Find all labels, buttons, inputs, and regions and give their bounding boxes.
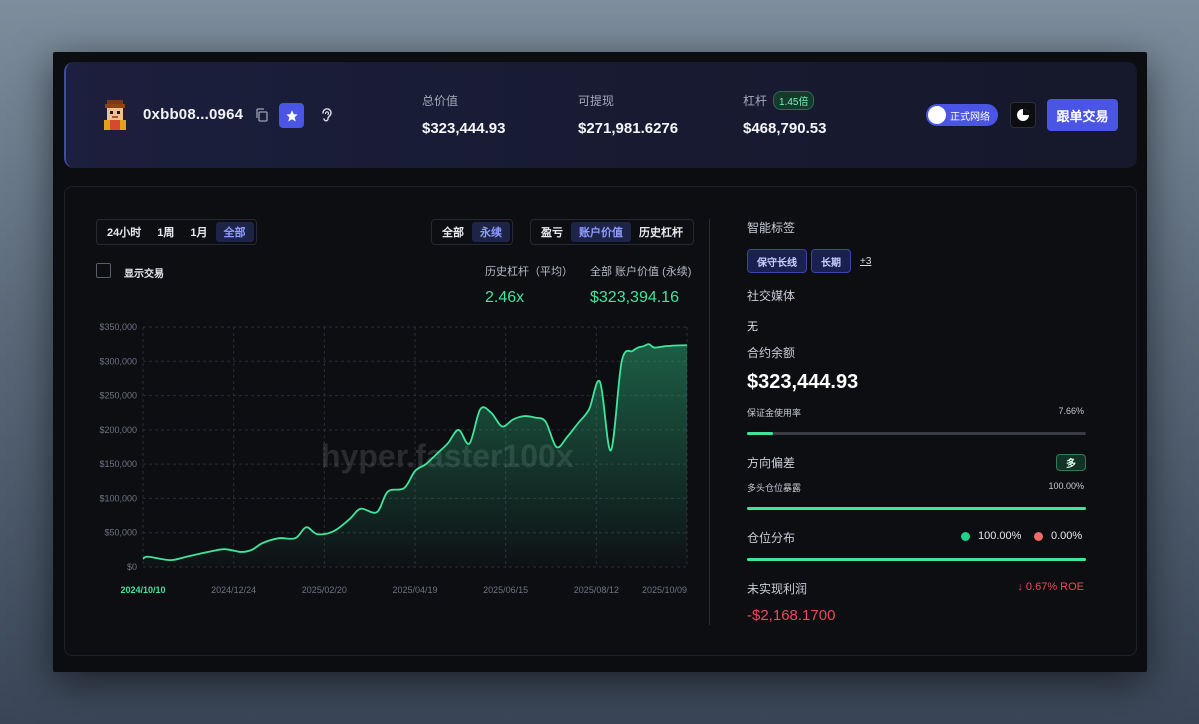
x-tick-label: 2025/04/19 <box>392 585 437 595</box>
x-tick-label: 2024/12/24 <box>211 585 256 595</box>
account-value-summary: 全部 账户价值 (永续) $323,394.16 <box>590 263 691 307</box>
long-dot-icon <box>961 531 970 541</box>
x-tick-label: 2025/10/09 <box>642 585 687 595</box>
tag-long-term[interactable]: 长期 <box>811 249 851 273</box>
star-icon <box>285 109 298 122</box>
withdrawable-label: 可提现 <box>578 93 615 108</box>
leverage-value: $468,790.53 <box>743 120 827 137</box>
y-tick-label: $350,000 <box>99 322 137 332</box>
long-exposure-label: 多头仓位暴露 <box>747 483 802 493</box>
margin-usage-value: 7.66% <box>1058 406 1084 416</box>
y-tick-label: $200,000 <box>99 425 137 435</box>
total-value-stat: 总价值 $323,444.93 <box>422 92 506 138</box>
time-range-1w[interactable]: 1周 <box>157 227 175 239</box>
network-toggle-label: 正式网络 <box>950 111 990 123</box>
copy-icon[interactable] <box>255 108 269 122</box>
total-value: $323,444.93 <box>422 120 506 137</box>
leverage-badge: 1.45倍 <box>773 90 815 110</box>
time-range-1m[interactable]: 1月 <box>190 227 208 239</box>
leverage-stat: 杠杆 1.45倍 $468,790.53 <box>743 90 827 137</box>
market-perp[interactable]: 永续 <box>472 222 510 242</box>
network-toggle[interactable]: 正式网络 <box>926 104 998 126</box>
y-tick-label: $300,000 <box>99 356 137 366</box>
balance-value: $323,444.93 <box>747 371 859 393</box>
market-all[interactable]: 全部 <box>442 227 464 239</box>
app-window: 0xbb08...0964 总价值 $323,444.93 可提现 $271,9… <box>53 52 1147 672</box>
x-tick-label: 2025/08/12 <box>574 585 619 595</box>
distribution-short-value: 0.00% <box>1051 530 1083 542</box>
more-tags-link[interactable]: +3 <box>860 256 872 267</box>
social-title: 社交媒体 <box>747 289 796 303</box>
show-trades-label: 显示交易 <box>124 269 164 280</box>
metric-account-value[interactable]: 账户价值 <box>571 222 631 242</box>
balance-title: 合约余额 <box>747 346 796 360</box>
long-exposure-bar <box>747 507 1086 510</box>
account-value-value: $323,394.16 <box>590 289 679 306</box>
y-tick-label: $100,000 <box>99 493 137 503</box>
main-panel: 24小时 1周 1月 全部 全部 永续 盈亏 账户价值 历史杠杆 显示交易 历史… <box>64 186 1137 656</box>
leverage-label-row: 杠杆 1.45倍 <box>743 90 826 110</box>
distribution-title: 仓位分布 <box>747 531 796 545</box>
unrealized-pnl-title: 未实现利润 <box>747 582 808 596</box>
pie-chart-icon <box>1017 109 1029 121</box>
avg-leverage-value: 2.46x <box>485 289 525 306</box>
account-value-area <box>143 344 687 567</box>
favorite-button[interactable] <box>279 103 304 128</box>
y-tick-label: $150,000 <box>99 459 137 469</box>
time-range-24h[interactable]: 24小时 <box>107 227 142 239</box>
long-exposure-fill <box>747 507 1086 510</box>
panel-divider <box>709 219 710 625</box>
avatar <box>104 100 126 130</box>
long-exposure-value: 100.00% <box>1048 481 1084 491</box>
y-tick-label: $50,000 <box>104 528 137 538</box>
avg-leverage-label: 历史杠杆（平均） <box>485 266 573 278</box>
social-value: 无 <box>747 321 758 333</box>
short-dot-icon <box>1034 531 1043 541</box>
account-value-chart: $350,000 $300,000 $250,000 $200,000 $150,000… <box>99 322 688 595</box>
x-tick-label: 2024/10/10 <box>120 585 165 595</box>
total-value-label: 总价值 <box>422 93 459 108</box>
x-tick-label: 2025/02/20 <box>302 585 347 595</box>
unrealized-pnl-value: -$2,168.1700 <box>747 607 836 624</box>
toggle-knob <box>928 106 946 124</box>
distribution-long-fill <box>747 558 1086 561</box>
x-tick-label: 2025/06/15 <box>483 585 528 595</box>
portfolio-chart-button[interactable] <box>1010 102 1036 128</box>
wallet-header: 0xbb08...0964 总价值 $323,444.93 可提现 $271,9… <box>64 62 1137 168</box>
distribution-long: 100.00% <box>961 530 1021 542</box>
copy-trade-button[interactable]: 跟单交易 <box>1047 99 1118 131</box>
withdrawable-stat: 可提现 $271,981.6276 <box>578 92 679 138</box>
market-type-selector: 全部 永续 <box>431 219 513 245</box>
distribution-short: 0.00% <box>1034 530 1082 542</box>
time-range-selector: 24小时 1周 1月 全部 <box>96 219 257 245</box>
metric-pnl[interactable]: 盈亏 <box>541 227 563 239</box>
metric-selector: 盈亏 账户价值 历史杠杆 <box>530 219 694 245</box>
account-value-label: 全部 账户价值 (永续) <box>590 266 692 278</box>
distribution-long-value: 100.00% <box>978 530 1022 542</box>
distribution-bar <box>747 558 1086 561</box>
smart-tags-title: 智能标签 <box>747 221 796 235</box>
margin-usage-bar <box>747 432 1086 435</box>
leverage-label: 杠杆 <box>743 93 768 108</box>
direction-badge: 多 <box>1056 454 1086 471</box>
ear-icon[interactable] <box>318 107 334 123</box>
wallet-address: 0xbb08...0964 <box>143 106 244 123</box>
margin-usage-fill <box>747 432 773 435</box>
withdrawable-value: $271,981.6276 <box>578 120 679 137</box>
show-trades-checkbox[interactable] <box>96 263 111 278</box>
time-range-all[interactable]: 全部 <box>215 222 254 242</box>
metric-leverage[interactable]: 历史杠杆 <box>639 227 683 239</box>
tag-conservative-long[interactable]: 保守长线 <box>747 249 807 273</box>
y-tick-label: $250,000 <box>99 391 137 401</box>
roe-value: ↓ 0.67% ROE <box>1017 581 1084 593</box>
y-tick-label: $0 <box>127 562 137 572</box>
direction-title: 方向偏差 <box>747 456 796 470</box>
avg-leverage-summary: 历史杠杆（平均） 2.46x <box>485 263 573 307</box>
account-value-line <box>142 343 688 562</box>
margin-usage-label: 保证金使用率 <box>747 408 802 418</box>
